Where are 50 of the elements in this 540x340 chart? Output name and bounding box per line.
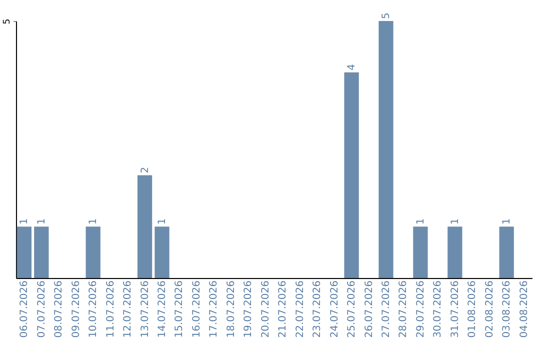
x-tick-label: 14.07.2026: [157, 280, 168, 338]
x-tick-label: 31.07.2026: [450, 280, 461, 338]
x-tick-label: 30.07.2026: [432, 280, 444, 338]
data-label: 2: [140, 166, 151, 174]
bar: [448, 226, 462, 278]
bar: [34, 226, 49, 278]
data-label: 1: [415, 218, 426, 225]
x-tick-label: 01.08.2026: [467, 280, 478, 338]
bar: [137, 175, 152, 278]
bar: [378, 21, 394, 278]
data-label: 5: [380, 12, 392, 19]
data-label: 1: [450, 218, 461, 225]
x-tick-label: 25.07.2026: [346, 280, 358, 338]
x-tick-label: 02.08.2026: [484, 280, 496, 338]
x-tick-label: 21.07.2026: [278, 280, 289, 338]
x-tick-label: 29.07.2026: [415, 280, 426, 338]
data-label: 1: [19, 218, 30, 225]
x-tick-label: 11.07.2026: [105, 280, 116, 338]
x-tick-label: 24.07.2026: [329, 280, 340, 338]
x-tick-label: 26.07.2026: [364, 280, 375, 338]
bar: [344, 72, 359, 278]
x-tick-label: 12.07.2026: [122, 280, 134, 338]
bar: [86, 226, 100, 278]
data-label: 1: [157, 218, 168, 225]
x-tick-label: 10.07.2026: [88, 280, 100, 338]
x-tick-label: 19.07.2026: [243, 280, 254, 338]
x-tick-label: 18.07.2026: [226, 280, 237, 338]
bar: [154, 226, 170, 278]
x-tick-label: 09.07.2026: [70, 280, 82, 338]
data-label: 4: [346, 64, 358, 70]
x-tick-label: 22.07.2026: [294, 280, 306, 338]
x-tick-label: 04.08.2026: [518, 280, 530, 338]
bar: [499, 226, 514, 278]
x-tick-label: 16.07.2026: [191, 280, 202, 338]
x-tick-label: 17.07.2026: [208, 280, 220, 338]
x-tick-label: 08.07.2026: [54, 280, 65, 338]
x-tick-label: 13.07.2026: [140, 280, 151, 338]
x-tick-label: 23.07.2026: [312, 280, 324, 338]
x-tick-label: 15.07.2026: [174, 280, 186, 338]
data-label: 1: [502, 218, 513, 225]
bar: [16, 226, 32, 278]
bar: [413, 226, 428, 278]
x-tick-label: 03.08.2026: [502, 280, 513, 338]
data-label: 1: [88, 218, 100, 225]
x-tick-label: 28.07.2026: [398, 280, 410, 338]
x-tick-label: 06.07.2026: [19, 280, 30, 338]
x-tick-label: 07.07.2026: [36, 280, 48, 338]
data-label: 1: [36, 218, 48, 225]
x-tick-label: 20.07.2026: [260, 280, 272, 338]
x-tick-label: 27.07.2026: [380, 280, 392, 338]
